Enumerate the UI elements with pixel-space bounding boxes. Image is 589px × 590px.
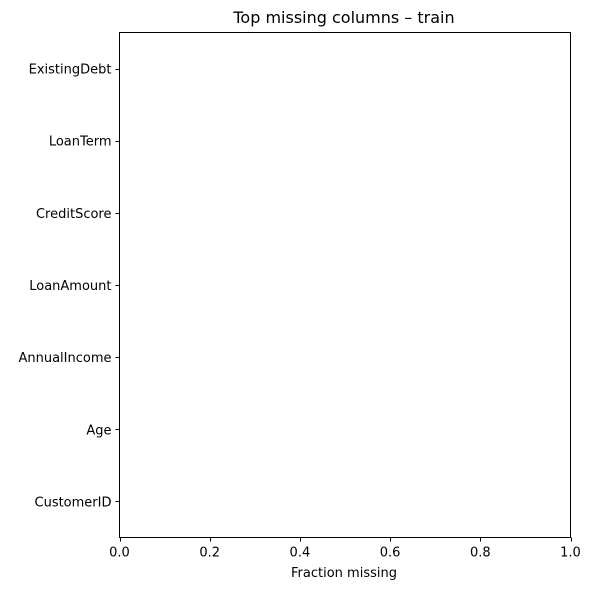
y-tick-label: ExistingDebt: [29, 63, 112, 78]
x-tick-label: 0.2: [199, 546, 220, 561]
y-tick-label: LoanAmount: [29, 279, 111, 294]
x-axis-label: Fraction missing: [291, 566, 397, 581]
plot-area-frame: [119, 32, 571, 538]
x-tick-label: 0.4: [290, 546, 311, 561]
y-tick-label: CreditScore: [36, 207, 112, 222]
x-tick-label: 0.8: [470, 546, 491, 561]
y-tick-label: CustomerID: [35, 495, 112, 510]
chart-title: Top missing columns – train: [232, 8, 454, 27]
x-tick-label: 1.0: [560, 546, 581, 561]
y-axis: ExistingDebt LoanTerm CreditScore LoanAmoun…: [18, 63, 120, 510]
y-tick-label: Age: [86, 423, 111, 438]
x-tick-label: 0.6: [380, 546, 401, 561]
x-tick-label: 0.0: [109, 546, 130, 561]
y-tick-label: LoanTerm: [49, 135, 112, 150]
y-tick-label: AnnualIncome: [18, 351, 111, 366]
x-axis: 0.0 0.2 0.4 0.6 0.8 1.0: [109, 537, 581, 561]
